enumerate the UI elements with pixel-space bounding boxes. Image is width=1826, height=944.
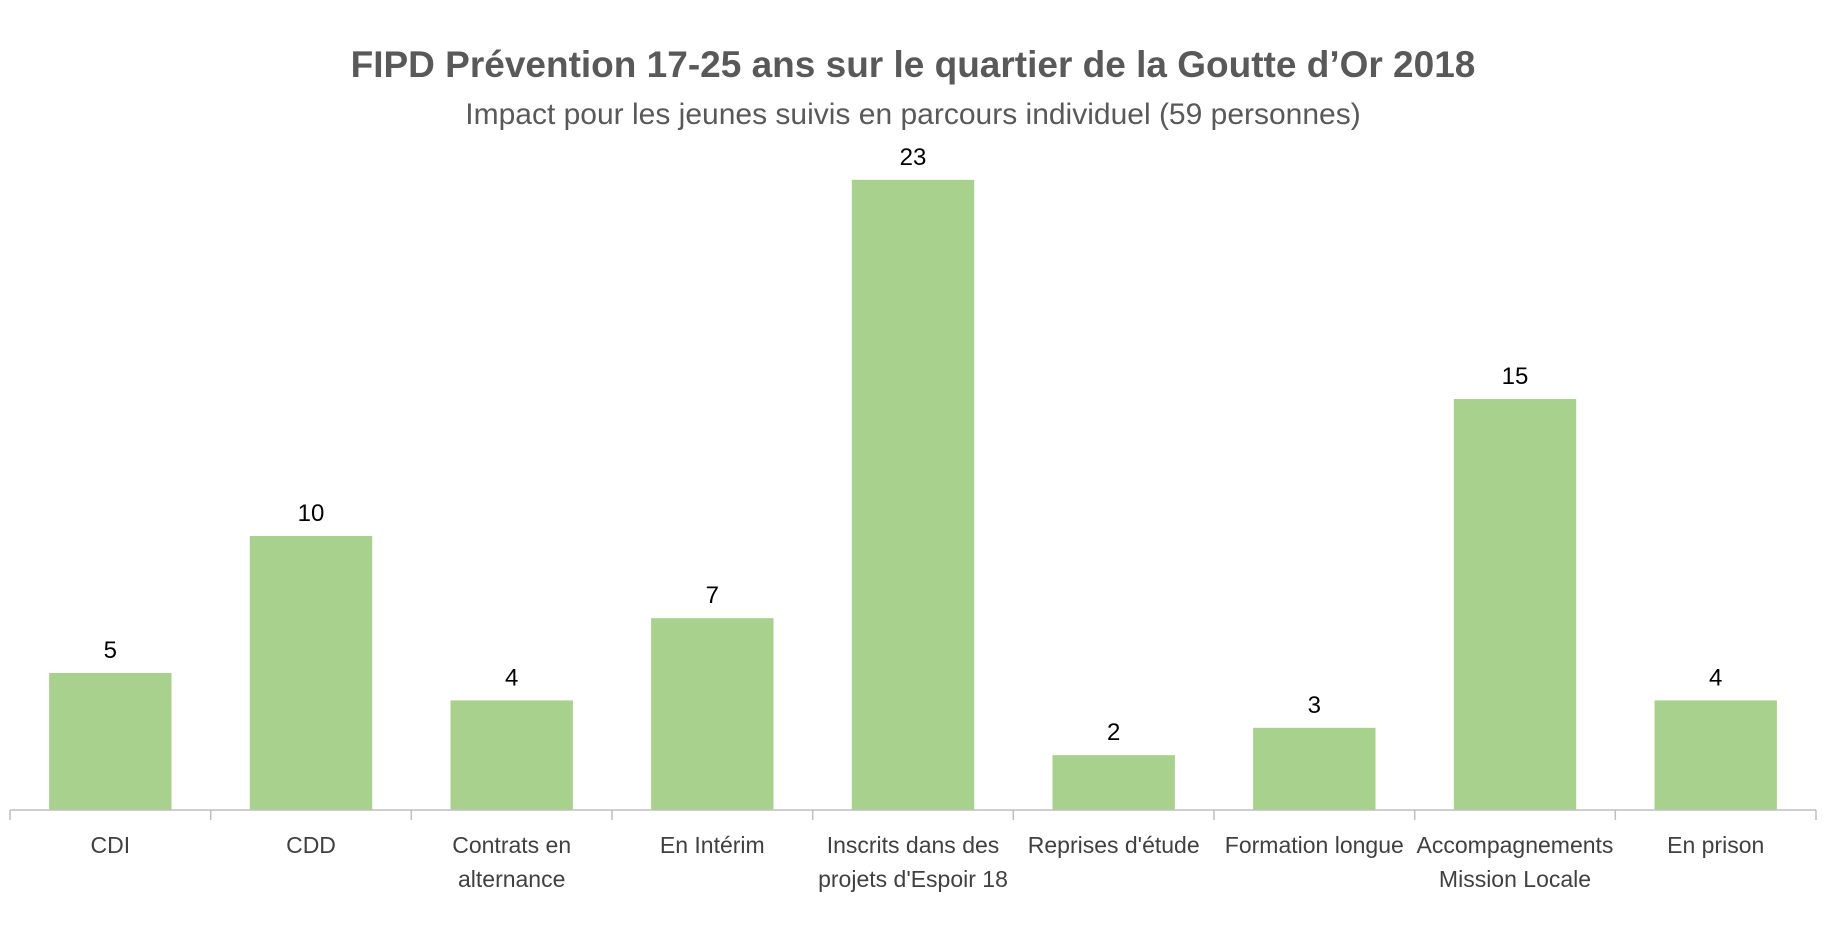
bar-1	[249, 536, 373, 810]
category-label-7: Accompagnements Mission Locale	[1417, 832, 1614, 892]
data-label-5: 2	[1107, 719, 1120, 746]
category-label-4: Inscrits dans des projets d'Espoir 18	[818, 832, 1008, 892]
bar-0	[49, 673, 172, 810]
bar-4	[851, 179, 975, 811]
category-label-1: CDD	[286, 832, 336, 858]
data-label-2: 4	[505, 664, 518, 691]
chart-subtitle: Impact pour les jeunes suivis en parcour…	[465, 98, 1361, 131]
data-label-7: 15	[1502, 363, 1529, 390]
category-label-3: En Intérim	[660, 832, 765, 858]
category-label-6: Formation longue	[1225, 832, 1404, 858]
bar-3	[651, 618, 774, 810]
category-label-0: CDI	[90, 832, 130, 858]
data-label-0: 5	[104, 637, 117, 664]
chart-title: FIPD Prévention 17-25 ans sur le quartie…	[350, 44, 1476, 85]
bar-7	[1453, 399, 1577, 810]
data-label-6: 3	[1308, 692, 1321, 719]
bar-8	[1654, 700, 1777, 810]
data-label-4: 23	[900, 144, 927, 171]
bar-6	[1253, 727, 1376, 810]
bar-5	[1052, 755, 1175, 810]
data-label-1: 10	[298, 500, 325, 527]
bar-2	[450, 700, 573, 810]
category-label-2: Contrats en alternance	[452, 832, 571, 892]
data-label-3: 7	[706, 582, 719, 609]
data-label-8: 4	[1709, 664, 1722, 691]
category-label-8: En prison	[1667, 832, 1764, 858]
category-label-5: Reprises d'étude	[1028, 832, 1200, 858]
